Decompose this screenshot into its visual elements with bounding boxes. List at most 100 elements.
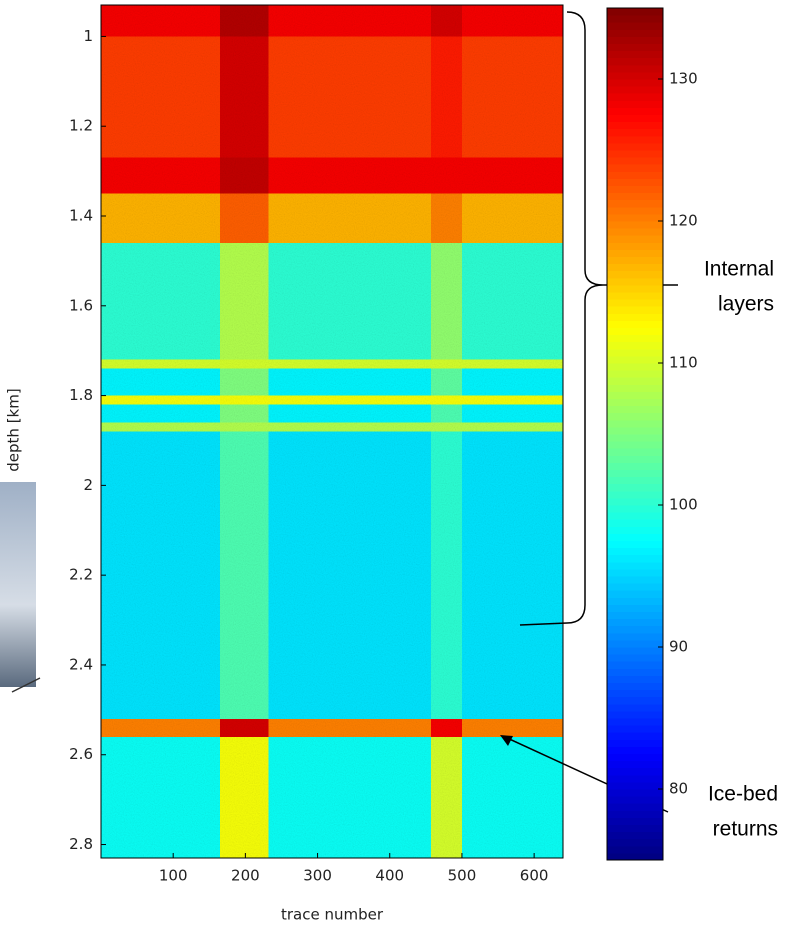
annotation: Ice-bed	[708, 783, 778, 806]
bracket	[519, 11, 604, 626]
x-axis-label: trace number	[281, 906, 384, 924]
y-axis-label: depth [km]	[5, 388, 23, 471]
colorbar-step	[607, 781, 663, 790]
y-tick-label: 2.6	[69, 745, 93, 763]
colorbar-tick-label: 100	[669, 496, 698, 514]
annotation: returns	[713, 818, 778, 841]
colorbar-step	[607, 93, 663, 101]
colorbar-step	[607, 554, 663, 563]
colorbar-step	[607, 838, 663, 847]
colorbar-step	[607, 505, 663, 513]
colorbar-step	[607, 540, 663, 549]
colorbar-step	[607, 845, 663, 854]
colorbar-step	[607, 306, 663, 314]
colorbar-step	[607, 100, 663, 108]
x-tick-label: 200	[231, 867, 260, 885]
colorbar-step	[607, 462, 663, 470]
y-tick-label: 1.8	[69, 386, 93, 404]
colorbar-step	[607, 398, 663, 407]
colorbar-step	[607, 668, 663, 676]
colorbar-step	[607, 341, 663, 350]
colorbar-step	[607, 434, 663, 442]
colorbar-step	[607, 760, 663, 769]
colorbar-step	[607, 121, 663, 130]
colorbar-step	[607, 767, 663, 776]
colorbar-step	[607, 561, 663, 570]
y-tick-label: 2.8	[69, 835, 93, 853]
y-tick-label: 2.4	[69, 655, 93, 673]
colorbar-step	[607, 57, 663, 66]
colorbar-step	[607, 150, 663, 158]
colorbar-step	[607, 625, 663, 634]
colorbar-step	[607, 476, 663, 485]
colorbar-step	[607, 355, 663, 364]
colorbar-step	[607, 583, 663, 591]
colorbar-step	[607, 221, 663, 229]
colorbar-tick-label: 110	[669, 354, 698, 372]
colorbar-step	[607, 497, 663, 506]
colorbar-step	[607, 164, 663, 172]
colorbar-step	[607, 192, 663, 201]
colorbar-step	[607, 632, 663, 641]
colorbar-step	[607, 157, 663, 165]
colorbar-tick-label: 80	[669, 780, 688, 798]
colorbar-step	[607, 732, 663, 740]
colorbar-step	[607, 682, 663, 691]
colorbar-step	[607, 320, 663, 328]
colorbar-step	[607, 412, 663, 421]
colorbar-step	[607, 590, 663, 598]
colorbar-step	[607, 277, 663, 286]
colorbar-step	[607, 810, 663, 818]
colorbar-step	[607, 533, 663, 541]
colorbar-step	[607, 647, 663, 655]
colorbar-step	[607, 107, 663, 115]
x-tick-label: 100	[159, 867, 188, 885]
colorbar-step	[607, 519, 663, 527]
y-tick-label: 1.2	[69, 117, 93, 135]
colorbar-step	[607, 568, 663, 577]
colorbar-step	[607, 15, 663, 23]
colorbar-step	[607, 86, 663, 94]
colorbar-step	[607, 249, 663, 257]
colorbar-step	[607, 483, 663, 492]
colorbar-frame	[606, 7, 664, 861]
colorbar-step	[607, 185, 663, 194]
colorbar-step	[607, 654, 663, 662]
plot-frame	[100, 4, 564, 859]
colorbar-step	[607, 292, 663, 300]
colorbar-step	[607, 242, 663, 250]
colorbar-step	[607, 29, 663, 37]
colorbar-step	[607, 43, 663, 52]
colorbar-step	[607, 142, 663, 151]
x-tick-label: 600	[520, 867, 549, 885]
colorbar-step	[607, 789, 663, 797]
colorbar-step	[607, 263, 663, 272]
photo	[0, 482, 36, 687]
colorbar-step	[607, 675, 663, 683]
colorbar-step	[607, 710, 663, 719]
y-tick-label: 1	[83, 27, 93, 45]
colorbar-step	[607, 79, 663, 87]
colorbar-step	[607, 455, 663, 463]
colorbar-step	[607, 689, 663, 698]
colorbar-step	[607, 128, 663, 137]
colorbar-step	[607, 206, 663, 215]
colorbar-step	[607, 547, 663, 556]
colorbar-step	[607, 604, 663, 612]
colorbar-step	[607, 334, 663, 343]
colorbar-step	[607, 235, 663, 243]
photo-pointer	[11, 677, 41, 693]
colorbar-step	[607, 384, 663, 392]
colorbar-step	[607, 526, 663, 534]
y-tick-label: 1.6	[69, 296, 93, 314]
colorbar-step	[607, 831, 663, 840]
colorbar-step	[607, 512, 663, 520]
colorbar-step	[607, 419, 663, 428]
colorbar-step	[607, 817, 663, 825]
colorbar-step	[607, 725, 663, 733]
colorbar-step	[607, 114, 663, 123]
colorbar-step	[607, 639, 663, 648]
colorbar-step	[607, 426, 663, 435]
colorbar-step	[607, 405, 663, 414]
colorbar-step	[607, 370, 663, 378]
